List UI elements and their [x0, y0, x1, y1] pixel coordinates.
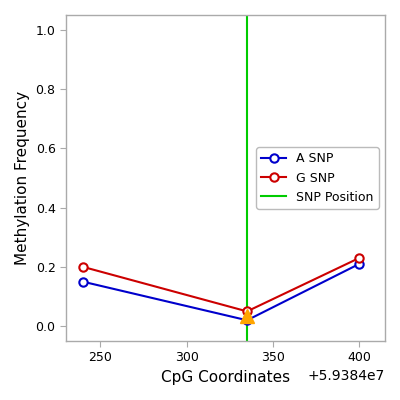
Y-axis label: Methylation Frequency: Methylation Frequency: [15, 91, 30, 265]
X-axis label: CpG Coordinates: CpG Coordinates: [161, 370, 290, 385]
Legend: A SNP, G SNP, SNP Position: A SNP, G SNP, SNP Position: [256, 147, 379, 209]
